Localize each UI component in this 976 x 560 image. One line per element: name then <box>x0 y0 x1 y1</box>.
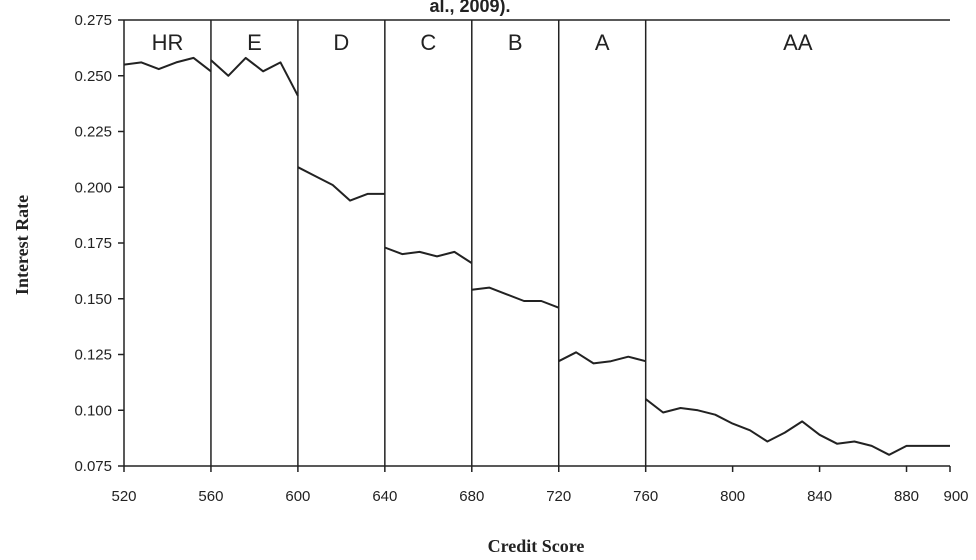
x-tick-label: 720 <box>546 488 571 505</box>
x-tick-label: 600 <box>285 488 310 505</box>
y-tick-label: 0.200 <box>74 179 112 196</box>
y-axis-label: Interest Rate <box>12 195 32 295</box>
x-tick-label: 520 <box>111 488 136 505</box>
plot-frame <box>123 19 950 467</box>
interest-rate-line-segment <box>297 166 385 202</box>
band-label: B <box>508 30 523 55</box>
x-axis-ticks: 520 560 600 640 680 720 760 800 840 880 900 <box>111 466 969 505</box>
interest-rate-line-segment <box>384 246 473 264</box>
band-label: HR <box>152 30 184 55</box>
x-tick-label: 880 <box>894 488 919 505</box>
band-label: C <box>420 30 436 55</box>
chart-title: al., 2009). <box>429 0 510 16</box>
band-label: A <box>595 30 610 55</box>
x-axis-label: Credit Score <box>488 536 585 556</box>
y-tick-label: 0.250 <box>74 68 112 85</box>
x-tick-label: 640 <box>372 488 397 505</box>
y-tick-label: 0.275 <box>74 12 112 29</box>
x-tick-label: 900 <box>943 488 968 505</box>
interest-rate-line-segment <box>558 351 646 365</box>
band-label: E <box>247 30 262 55</box>
interest-rate-line-segment <box>210 56 299 97</box>
x-tick-label: 760 <box>633 488 658 505</box>
y-tick-label: 0.175 <box>74 235 112 252</box>
band-label: AA <box>783 30 813 55</box>
y-tick-label: 0.150 <box>74 291 112 308</box>
interest-rate-line-segment <box>645 398 950 456</box>
x-tick-label: 800 <box>720 488 745 505</box>
y-tick-label: 0.125 <box>74 347 112 364</box>
grade-bands: HR E D C B A AA <box>152 20 813 466</box>
band-label: D <box>333 30 349 55</box>
interest-rate-line-segment <box>471 286 560 309</box>
x-tick-label: 840 <box>807 488 832 505</box>
x-tick-label: 680 <box>459 488 484 505</box>
y-tick-label: 0.075 <box>74 458 112 475</box>
interest-rate-line-segment <box>123 56 212 73</box>
series-lines <box>123 56 950 456</box>
y-tick-label: 0.225 <box>74 124 112 141</box>
x-tick-label: 560 <box>198 488 223 505</box>
y-tick-label: 0.100 <box>74 402 112 419</box>
y-axis-ticks: 0.275 0.250 0.225 0.200 0.175 0.150 0.125 0.100… <box>74 12 124 475</box>
